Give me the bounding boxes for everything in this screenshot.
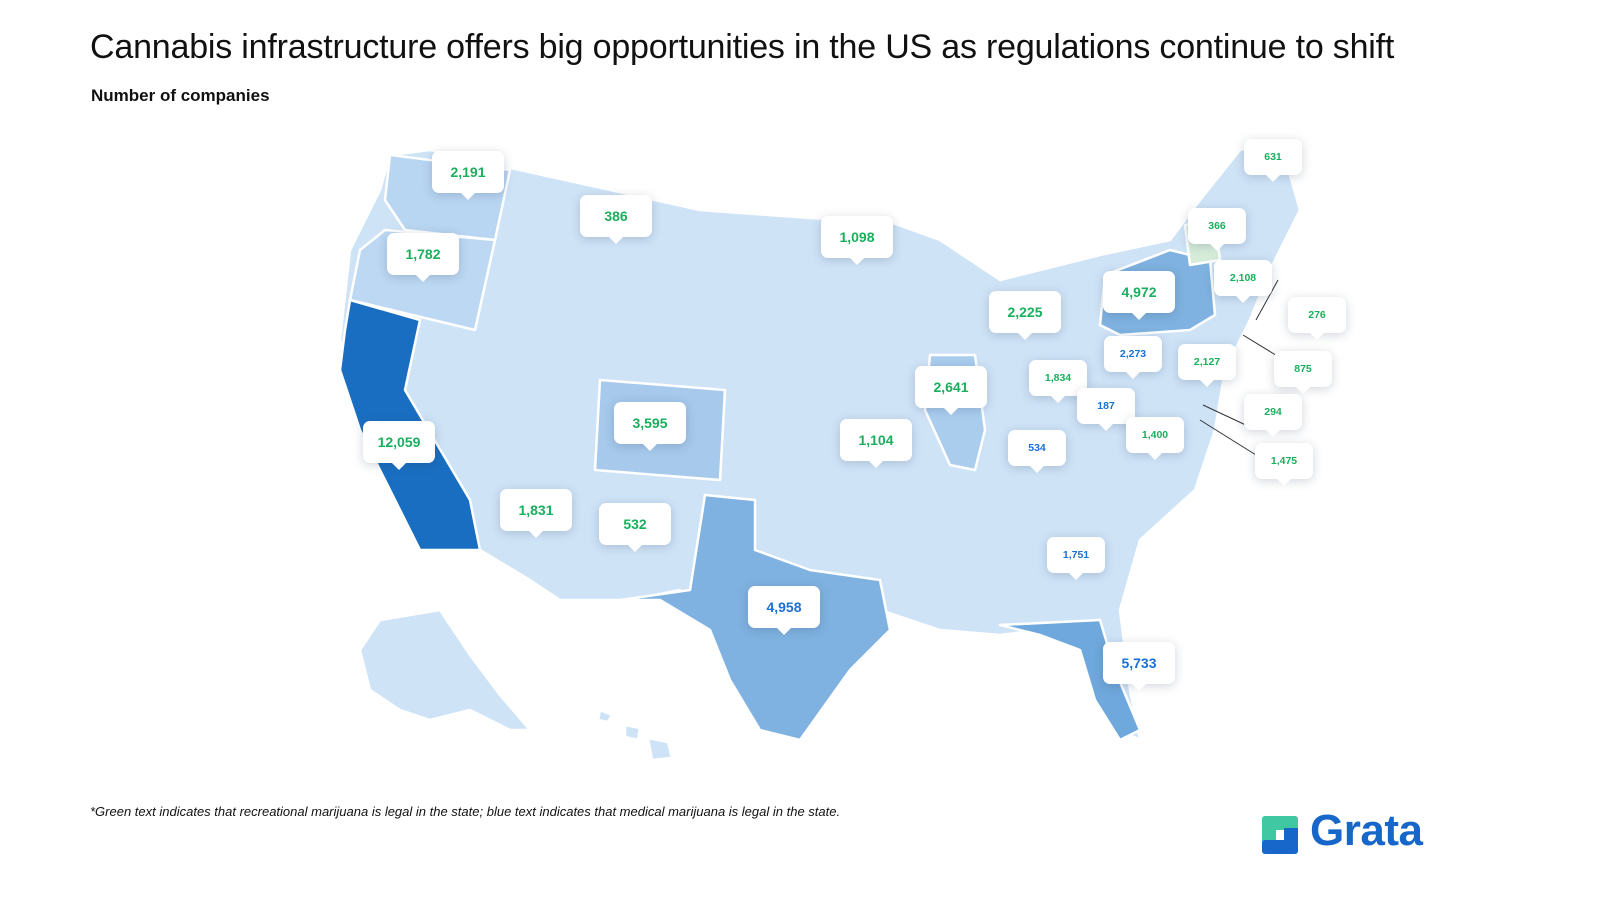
- grata-logo-icon: [1262, 816, 1298, 854]
- leader-delaware: [1202, 404, 1251, 428]
- footnote: *Green text indicates that recreational …: [90, 804, 841, 819]
- state-hawaii: [596, 708, 674, 762]
- callout-oregon: 1,782: [387, 233, 459, 282]
- callout-illinois: 2,641: [915, 366, 987, 415]
- callout-georgia: 1,751: [1047, 537, 1105, 580]
- callout-montana: 386: [580, 195, 652, 244]
- callout-colorado: 3,595: [614, 402, 686, 451]
- callout-massachusetts: 2,108: [1214, 260, 1272, 303]
- callout-kentucky: 534: [1008, 430, 1066, 473]
- callout-california: 12,059: [363, 421, 435, 470]
- callout-vermont: 366: [1188, 208, 1246, 251]
- chart-title: Cannabis infrastructure offers big oppor…: [90, 28, 1395, 66]
- leader-maryland: [1199, 419, 1257, 456]
- callout-virginia: 1,400: [1126, 417, 1184, 460]
- state-alaska: [358, 608, 532, 732]
- callout-maine: 631: [1244, 139, 1302, 182]
- callout-maryland: 1,475: [1255, 443, 1313, 486]
- grata-logo-text: Grata: [1310, 806, 1423, 855]
- callout-texas: 4,958: [748, 586, 820, 635]
- callout-washington: 2,191: [432, 151, 504, 200]
- callout-minnesota: 1,098: [821, 216, 893, 265]
- callout-arizona: 1,831: [500, 489, 572, 538]
- leader-rhode-island: [1255, 279, 1279, 321]
- callout-rhode-island: 276: [1288, 297, 1346, 340]
- callout-pennsylvania: 2,127: [1178, 344, 1236, 387]
- callout-florida: 5,733: [1103, 642, 1175, 691]
- callout-ohio: 2,273: [1104, 336, 1162, 379]
- callout-missouri: 1,104: [840, 419, 912, 468]
- callout-connecticut: 875: [1274, 351, 1332, 394]
- callout-new-mexico: 532: [599, 503, 671, 552]
- callout-delaware: 294: [1244, 394, 1302, 437]
- chart-subtitle: Number of companies: [91, 86, 270, 105]
- grata-logo: Grata: [1262, 806, 1462, 860]
- callout-new-york: 4,972: [1103, 271, 1175, 320]
- callout-michigan: 2,225: [989, 291, 1061, 340]
- callout-west-virginia: 187: [1077, 388, 1135, 431]
